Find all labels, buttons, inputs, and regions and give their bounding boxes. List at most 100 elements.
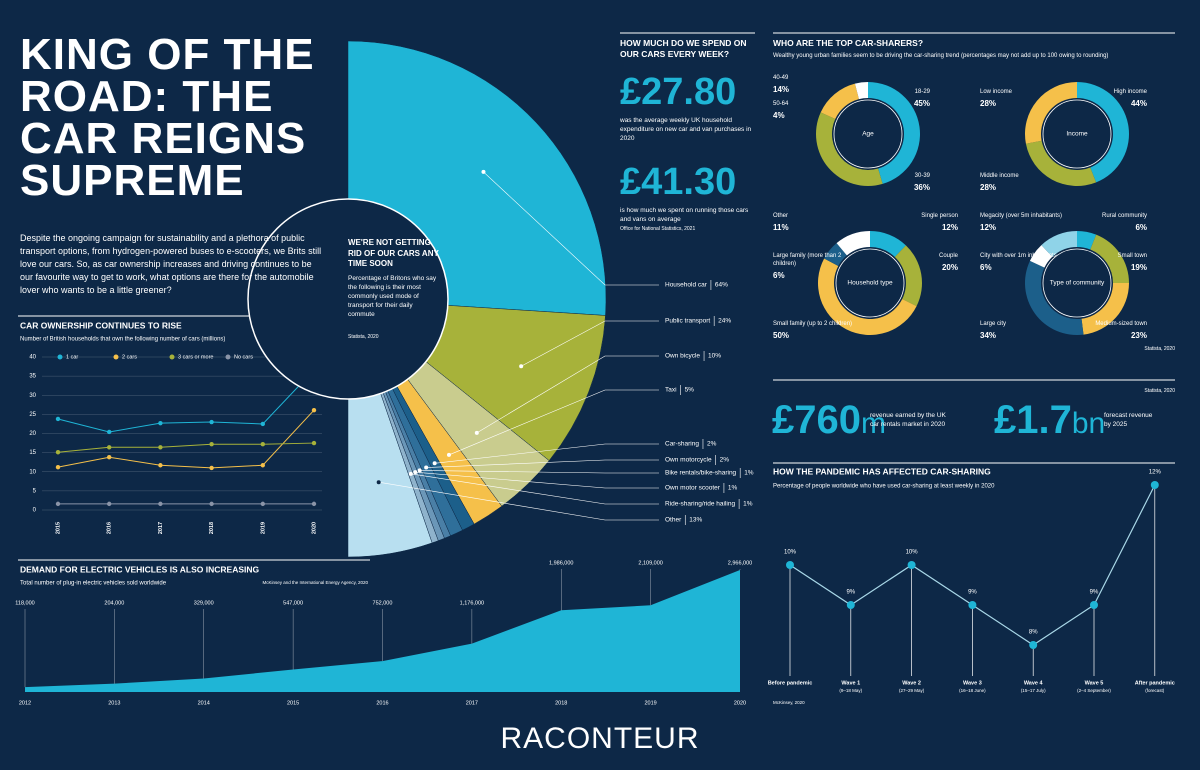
donut-label: Small family (up to 2 children) 50% [773, 320, 863, 340]
value-label: 1,176,000 [460, 600, 484, 606]
source: Office for National Statistics, 2021 [620, 226, 696, 232]
x-tick-label: Wave 3 [963, 680, 982, 686]
point [1029, 641, 1038, 649]
x-tick-label: 2019 [260, 522, 266, 534]
y-tick-label: 5 [33, 488, 37, 494]
label-value: 44% [1130, 99, 1147, 108]
x-tick-label: 2012 [19, 700, 31, 706]
label-name: 50-64 [773, 101, 789, 107]
source: McKinsey and the International Energy Ag… [263, 580, 369, 585]
point [158, 420, 163, 426]
value-label: 204,000 [104, 600, 124, 606]
label-value: 4% [773, 111, 785, 120]
source: Statista, 2020 [1144, 346, 1175, 352]
point [158, 463, 163, 468]
leader-line [378, 481, 659, 521]
point [55, 450, 61, 455]
label-value: 28% [980, 183, 997, 192]
value-label: 9% [846, 590, 855, 596]
label-value: 12% [941, 223, 958, 232]
donut-label: High income 44% [1057, 88, 1147, 108]
x-tick-note: (15–17 July) [1021, 688, 1046, 693]
stat-value: £41.30 [620, 161, 737, 203]
label-name: Large city [980, 321, 1007, 327]
leader-line [434, 443, 659, 464]
label-name: Small family (up to 2 children) [773, 321, 853, 327]
donut-label: Large city 34% [980, 320, 1070, 340]
chart-subtitle: Number of British households that own th… [20, 337, 225, 343]
donut-segment [824, 243, 847, 266]
leader-dot [474, 430, 479, 435]
segment-label: Taxi [665, 387, 677, 394]
point [786, 561, 794, 569]
donut-segment [1025, 81, 1077, 144]
stat-unit: bn [1071, 407, 1106, 440]
stat-value: £760m [772, 398, 886, 446]
leader-line [419, 470, 659, 474]
segment-value: 24% [718, 318, 731, 325]
value-label: 2,109,000 [638, 560, 662, 566]
point [158, 501, 163, 507]
value-label: 12% [1149, 470, 1162, 476]
chart-subtitle: Percentage of people worldwide who have … [773, 484, 995, 490]
legend-swatch [113, 354, 119, 360]
chart-subtitle: Total number of plug-in electric vehicle… [20, 581, 167, 587]
stat-text: revenue earned by the UK car rentals mar… [870, 412, 946, 428]
leader-dot [424, 465, 429, 470]
legend-swatch [225, 354, 231, 360]
y-tick-label: 0 [33, 508, 37, 514]
donut-label: Single person 12% [868, 212, 958, 232]
x-tick-label: 2018 [555, 700, 567, 706]
y-tick-label: 25 [29, 412, 36, 418]
label-name: Small town [1117, 253, 1147, 259]
label-value: 6% [773, 271, 785, 280]
label-name: Low income [980, 89, 1013, 95]
donut-title: Type of community [1050, 280, 1105, 287]
label-value: 14% [773, 85, 790, 94]
segment-value: 2% [720, 457, 730, 464]
point [968, 601, 977, 609]
pie-hole [247, 198, 449, 400]
segment-label: Car-sharing [665, 441, 699, 448]
y-tick-label: 40 [29, 355, 36, 361]
leader-dot [446, 452, 451, 457]
label-name: High income [1113, 89, 1147, 95]
label-value: 12% [980, 223, 997, 232]
x-tick-label: Wave 2 [902, 680, 921, 686]
donut-segment [818, 258, 917, 335]
donut-segment [1029, 245, 1053, 268]
donut-label: Rural community 6% [1057, 212, 1147, 232]
line [57, 409, 315, 469]
donut-segment [1081, 283, 1129, 335]
donut-segment [1025, 260, 1084, 335]
point [107, 429, 112, 435]
x-tick-label: 2018 [209, 522, 215, 534]
value-label: 10% [784, 550, 797, 556]
x-tick-label: 2017 [158, 522, 164, 534]
point [260, 442, 265, 447]
x-tick-note: (forecast) [1145, 688, 1165, 693]
donut-segment [1090, 234, 1129, 283]
donut-label: Other 11% [773, 212, 863, 232]
donut-hole [835, 248, 905, 318]
donut-label: City with over 1m inhabitants 6% [980, 252, 1070, 272]
x-tick-note: (27–29 May) [899, 688, 925, 693]
point [55, 501, 61, 507]
leader-dot [432, 461, 437, 466]
x-tick-label: 2020 [311, 522, 317, 534]
donut-segment [816, 112, 883, 186]
leader-dot [413, 470, 418, 475]
x-tick-label: 2016 [107, 522, 113, 534]
legend-label: 3 cars or more [178, 354, 213, 360]
point [311, 501, 317, 507]
area [25, 570, 740, 692]
segment-label: Bike rentals/bike-sharing [665, 470, 737, 477]
label-name: Medium-sized town [1095, 321, 1147, 327]
point [209, 442, 214, 447]
donut-hole [1042, 248, 1112, 318]
x-tick-label: 2017 [466, 700, 478, 706]
segment-label: Own motorcycle [665, 457, 712, 464]
legend-swatch [169, 354, 175, 360]
